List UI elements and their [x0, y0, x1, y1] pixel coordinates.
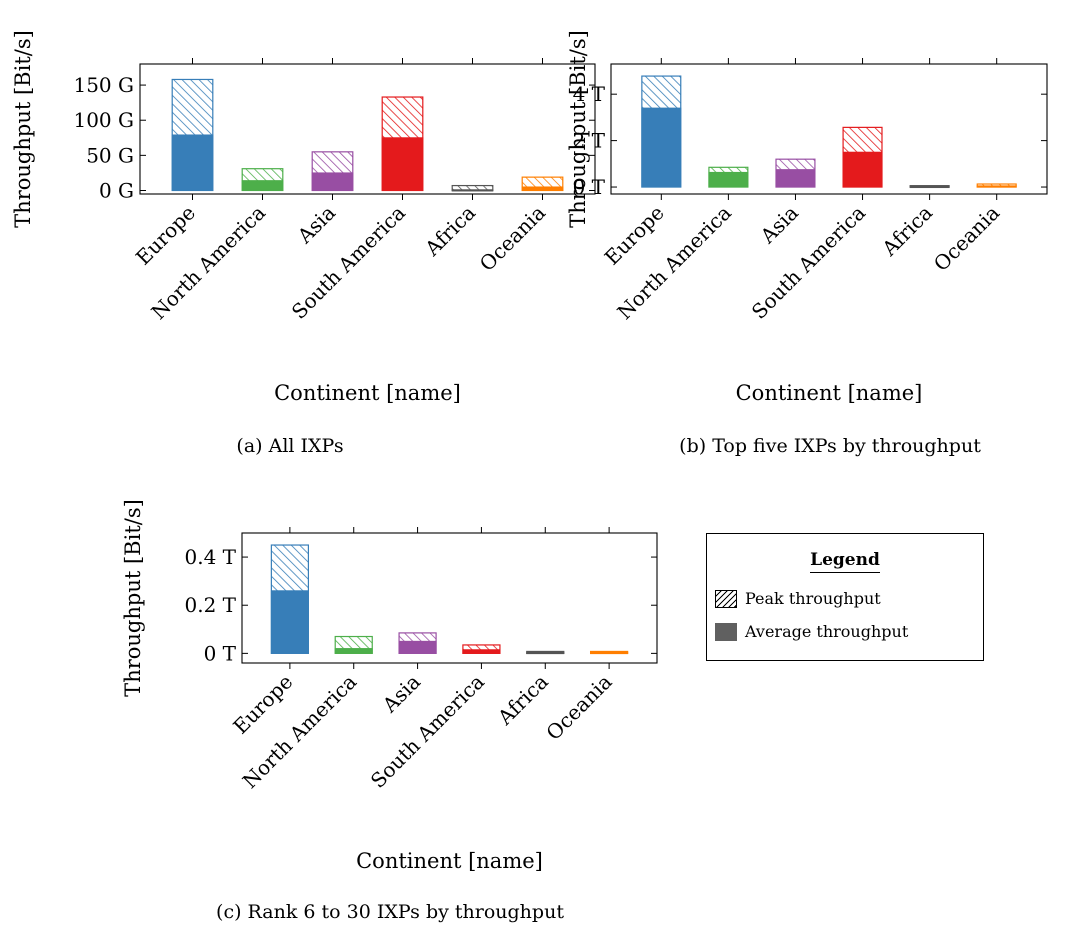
chart-b-xtick-label-south-america: South America — [747, 201, 870, 324]
chart-b-xtick-label-africa: Africa — [877, 201, 938, 262]
chart-b-ytick-label: 0 T — [573, 175, 606, 199]
chart-c-xtick-label-oceania: Oceania — [541, 670, 616, 745]
chart-a-xtick-label-asia: Asia — [292, 201, 340, 249]
chart-c-ytick-label: 0 T — [204, 641, 237, 665]
chart-b-xtick-label-asia: Asia — [755, 201, 803, 249]
chart-b-ytick-label: 4 T — [573, 82, 606, 106]
chart-b-ylabel: Throughput [Bit/s] — [566, 30, 590, 228]
chart-c-xtick-label-asia: Asia — [377, 670, 425, 718]
chart-b-bar-average-europe — [641, 107, 682, 188]
legend-label-average: Average throughput — [745, 622, 909, 641]
chart-b-bar-average-south-america — [842, 151, 883, 188]
chart-b-xlabel: Continent [name] — [736, 381, 923, 405]
chart-c-ytick-label: 0.2 T — [184, 593, 236, 617]
chart-b-bar-average-oceania — [976, 185, 1017, 188]
chart-c-bar-average-oceania — [590, 651, 629, 655]
chart-b-xtick-label-oceania: Oceania — [929, 201, 1004, 276]
chart-a-caption: (a) All IXPs — [236, 435, 343, 457]
legend-swatch-average — [715, 623, 737, 641]
chart-c-xtick-label-north-america: North America — [238, 670, 362, 794]
chart-a-xtick-label-africa: Africa — [420, 201, 481, 262]
chart-a-plot-frame — [139, 63, 596, 195]
chart-c-bar-average-south-america — [462, 649, 501, 654]
chart-a-bar-average-oceania — [521, 186, 564, 191]
chart-a-ytick-label: 150 G — [73, 73, 134, 97]
chart-a-ylabel: Throughput [Bit/s] — [11, 30, 35, 228]
chart-c-bar-average-asia — [398, 640, 437, 654]
chart-a-ytick-label: 0 G — [99, 178, 134, 202]
chart-c-xtick-label-south-america: South America — [366, 670, 489, 793]
chart-a-bar-average-south-america — [381, 137, 424, 191]
chart-c-bar-average-north-america — [334, 648, 373, 654]
chart-a-ytick-label: 100 G — [73, 108, 134, 132]
chart-c-ytick-label: 0.4 T — [184, 545, 236, 569]
chart-a-xlabel: Continent [name] — [274, 381, 461, 405]
chart-b-caption: (b) Top five IXPs by throughput — [679, 435, 981, 457]
chart-b-xtick-label-north-america: North America — [612, 201, 736, 325]
chart-b-bar-average-north-america — [708, 171, 749, 188]
chart-b-plot-frame — [610, 63, 1048, 195]
chart-c-ylabel: Throughput [Bit/s] — [121, 499, 145, 697]
chart-b-bar-average-asia — [775, 169, 816, 188]
chart-b-bar-average-africa — [909, 185, 950, 189]
chart-a-bar-average-north-america — [241, 180, 284, 191]
chart-c-bar-average-africa — [526, 651, 565, 655]
chart-c-plot-frame — [241, 532, 658, 664]
chart-a-xtick-label-europe: Europe — [131, 201, 200, 270]
legend-label-peak: Peak throughput — [745, 589, 881, 608]
chart-b-ytick-label: 2 T — [573, 129, 606, 153]
chart-c-bar-average-europe — [270, 590, 309, 654]
legend-item-average: Average throughput — [715, 622, 909, 641]
chart-a-bar-average-asia — [311, 172, 354, 191]
legend-item-peak: Peak throughput — [715, 589, 881, 608]
chart-c-caption: (c) Rank 6 to 30 IXPs by throughput — [216, 901, 564, 923]
legend: Legend Peak throughput Average throughpu… — [706, 533, 984, 661]
chart-a-xtick-label-oceania: Oceania — [475, 201, 550, 276]
chart-b-xtick-label-europe: Europe — [600, 201, 669, 270]
chart-a-bar-average-africa — [451, 189, 494, 192]
chart-c-xlabel: Continent [name] — [356, 849, 543, 873]
chart-a-ytick-label: 50 G — [86, 143, 134, 167]
chart-c-xtick-label-africa: Africa — [492, 670, 553, 731]
legend-swatch-peak — [715, 590, 737, 608]
legend-title: Legend — [810, 550, 880, 573]
chart-a-bar-average-europe — [171, 134, 214, 191]
